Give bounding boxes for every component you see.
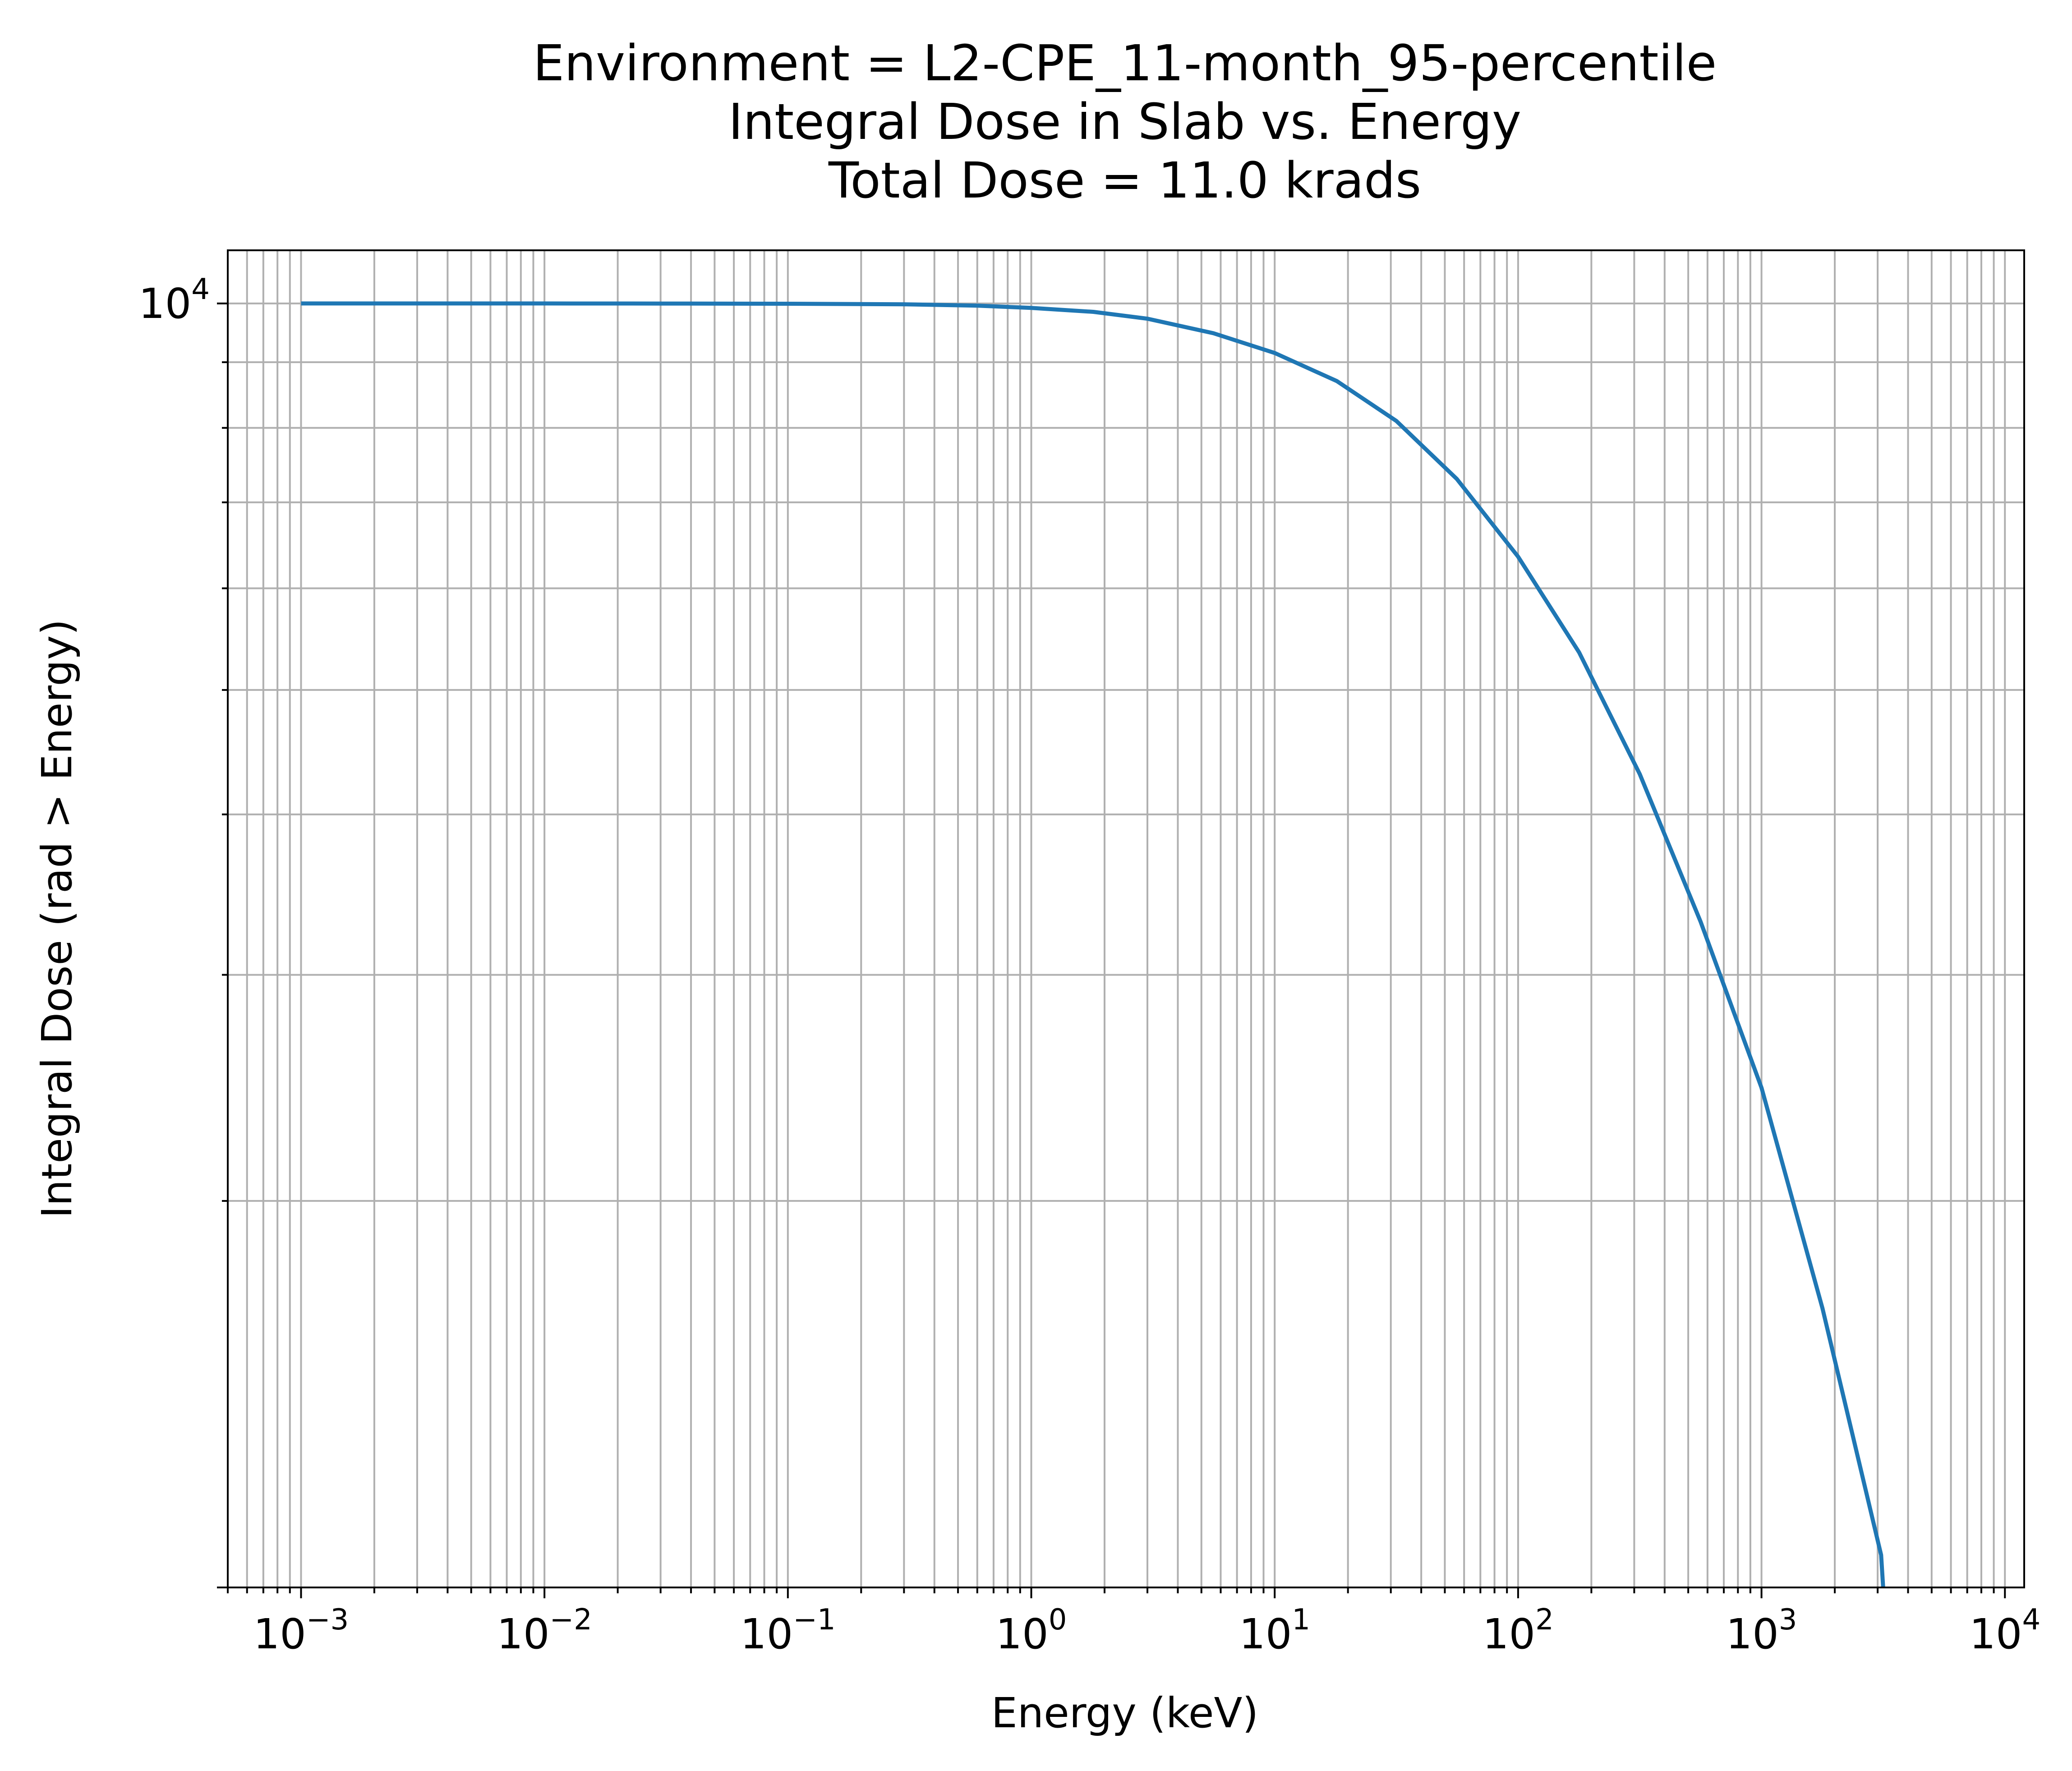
y-tick-label: 104 (138, 273, 210, 328)
x-tick-label: 10−1 (740, 1603, 835, 1658)
y-tick-labels: 104 (138, 273, 210, 328)
x-tick-label: 101 (1239, 1603, 1310, 1658)
x-tick-label: 10−3 (253, 1603, 349, 1658)
x-tick-label: 103 (1726, 1603, 1797, 1658)
chart-title-line-3: Total Dose = 11.0 krads (828, 152, 1421, 209)
axis-ticks (217, 302, 2006, 1598)
axes-frame (227, 249, 2025, 1588)
plot-area (301, 301, 1885, 1588)
chart-title-line-1: Environment = L2-CPE_11-month_95-percent… (533, 34, 1717, 92)
dose-series-line (301, 301, 1885, 1588)
grid (227, 250, 2024, 1588)
chart-title-line-2: Integral Dose in Slab vs. Energy (728, 93, 1521, 151)
x-tick-label: 10−2 (497, 1603, 592, 1658)
x-tick-label: 102 (1483, 1603, 1554, 1658)
y-axis-label: Integral Dose (rad > Energy) (33, 619, 81, 1218)
x-tick-label: 104 (1969, 1603, 2040, 1658)
x-tick-labels: 10−3 10−2 10−1 100 101 102 103 104 (253, 1603, 2040, 1658)
x-axis-label: Energy (keV) (991, 1689, 1259, 1737)
x-tick-label: 100 (996, 1603, 1067, 1658)
